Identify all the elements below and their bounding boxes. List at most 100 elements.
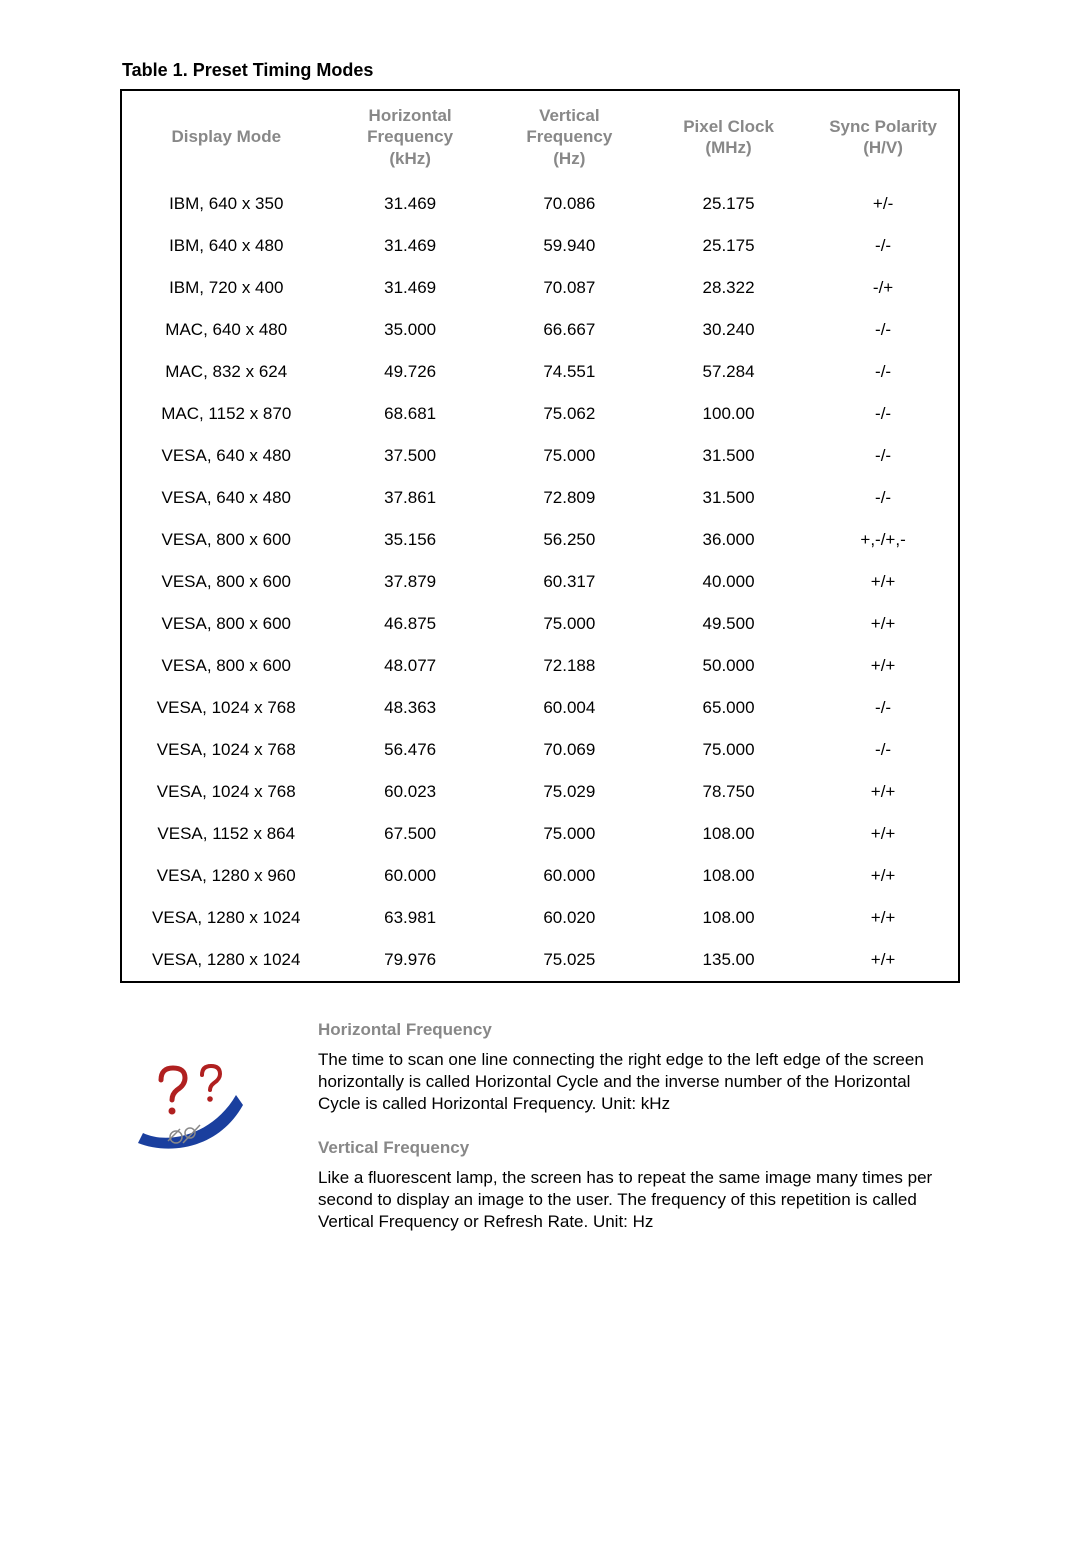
table-cell: VESA, 640 x 480 <box>121 435 331 477</box>
table-row: VESA, 1280 x 102463.98160.020108.00+/+ <box>121 897 959 939</box>
table-cell: 75.000 <box>649 729 808 771</box>
table-cell: 37.879 <box>331 561 490 603</box>
table-cell: 37.500 <box>331 435 490 477</box>
table-cell: 31.469 <box>331 183 490 225</box>
horizontal-frequency-heading: Horizontal Frequency <box>318 1019 960 1041</box>
table-row: IBM, 640 x 48031.46959.94025.175-/- <box>121 225 959 267</box>
table-cell: 40.000 <box>649 561 808 603</box>
table-cell: 66.667 <box>490 309 649 351</box>
table-row: VESA, 1024 x 76856.47670.06975.000-/- <box>121 729 959 771</box>
table-cell: IBM, 640 x 480 <box>121 225 331 267</box>
table-title: Table 1. Preset Timing Modes <box>122 60 960 81</box>
table-row: VESA, 1024 x 76860.02375.02978.750+/+ <box>121 771 959 813</box>
table-row: MAC, 832 x 62449.72674.55157.284-/- <box>121 351 959 393</box>
horizontal-frequency-text: The time to scan one line connecting the… <box>318 1049 960 1115</box>
table-cell: 49.726 <box>331 351 490 393</box>
definitions-text: Horizontal Frequency The time to scan on… <box>318 1019 960 1256</box>
table-cell: MAC, 640 x 480 <box>121 309 331 351</box>
table-cell: 25.175 <box>649 183 808 225</box>
table-cell: IBM, 720 x 400 <box>121 267 331 309</box>
column-header: Display Mode <box>121 90 331 183</box>
table-cell: VESA, 800 x 600 <box>121 519 331 561</box>
table-cell: +,-/+,- <box>808 519 959 561</box>
table-cell: 74.551 <box>490 351 649 393</box>
table-cell: -/- <box>808 309 959 351</box>
table-cell: 31.500 <box>649 477 808 519</box>
table-cell: 60.023 <box>331 771 490 813</box>
table-cell: VESA, 1024 x 768 <box>121 771 331 813</box>
table-cell: 48.077 <box>331 645 490 687</box>
table-cell: VESA, 1152 x 864 <box>121 813 331 855</box>
table-cell: 46.875 <box>331 603 490 645</box>
table-cell: +/+ <box>808 939 959 982</box>
table-cell: 60.000 <box>331 855 490 897</box>
frequency-icon <box>120 1019 318 1170</box>
table-row: VESA, 640 x 48037.50075.00031.500-/- <box>121 435 959 477</box>
table-cell: 78.750 <box>649 771 808 813</box>
table-cell: +/- <box>808 183 959 225</box>
table-cell: 75.025 <box>490 939 649 982</box>
table-cell: 28.322 <box>649 267 808 309</box>
table-cell: 31.469 <box>331 225 490 267</box>
table-cell: VESA, 1024 x 768 <box>121 687 331 729</box>
table-cell: VESA, 800 x 600 <box>121 645 331 687</box>
table-cell: VESA, 640 x 480 <box>121 477 331 519</box>
table-row: VESA, 800 x 60046.87575.00049.500+/+ <box>121 603 959 645</box>
table-cell: -/- <box>808 225 959 267</box>
table-row: VESA, 1152 x 86467.50075.000108.00+/+ <box>121 813 959 855</box>
table-row: VESA, 800 x 60048.07772.18850.000+/+ <box>121 645 959 687</box>
table-cell: -/+ <box>808 267 959 309</box>
table-cell: 135.00 <box>649 939 808 982</box>
table-cell: 35.156 <box>331 519 490 561</box>
vertical-frequency-heading: Vertical Frequency <box>318 1137 960 1159</box>
table-row: MAC, 1152 x 87068.68175.062100.00-/- <box>121 393 959 435</box>
table-cell: +/+ <box>808 771 959 813</box>
column-header: Pixel Clock(MHz) <box>649 90 808 183</box>
table-cell: +/+ <box>808 897 959 939</box>
table-cell: 50.000 <box>649 645 808 687</box>
table-cell: 65.000 <box>649 687 808 729</box>
table-row: VESA, 1280 x 102479.97675.025135.00+/+ <box>121 939 959 982</box>
table-cell: 63.981 <box>331 897 490 939</box>
column-header: HorizontalFrequency(kHz) <box>331 90 490 183</box>
table-cell: 35.000 <box>331 309 490 351</box>
table-cell: 60.020 <box>490 897 649 939</box>
table-cell: 36.000 <box>649 519 808 561</box>
table-cell: 75.000 <box>490 435 649 477</box>
table-cell: 68.681 <box>331 393 490 435</box>
table-cell: -/- <box>808 729 959 771</box>
table-cell: 60.317 <box>490 561 649 603</box>
table-cell: VESA, 1280 x 960 <box>121 855 331 897</box>
table-cell: -/- <box>808 687 959 729</box>
table-cell: 75.000 <box>490 603 649 645</box>
table-cell: 72.188 <box>490 645 649 687</box>
table-header-row: Display ModeHorizontalFrequency(kHz)Vert… <box>121 90 959 183</box>
table-cell: 25.175 <box>649 225 808 267</box>
table-cell: 37.861 <box>331 477 490 519</box>
timing-modes-table: Display ModeHorizontalFrequency(kHz)Vert… <box>120 89 960 983</box>
table-cell: 49.500 <box>649 603 808 645</box>
table-cell: 100.00 <box>649 393 808 435</box>
table-cell: 31.469 <box>331 267 490 309</box>
table-cell: 70.069 <box>490 729 649 771</box>
table-cell: MAC, 1152 x 870 <box>121 393 331 435</box>
table-cell: 75.029 <box>490 771 649 813</box>
table-cell: VESA, 800 x 600 <box>121 603 331 645</box>
table-cell: VESA, 1024 x 768 <box>121 729 331 771</box>
vertical-frequency-text: Like a fluorescent lamp, the screen has … <box>318 1167 960 1233</box>
table-cell: -/- <box>808 393 959 435</box>
definitions-block: Horizontal Frequency The time to scan on… <box>120 1019 960 1256</box>
table-cell: +/+ <box>808 603 959 645</box>
table-row: VESA, 800 x 60035.15656.25036.000+,-/+,- <box>121 519 959 561</box>
table-cell: 56.250 <box>490 519 649 561</box>
table-cell: 60.000 <box>490 855 649 897</box>
table-cell: +/+ <box>808 813 959 855</box>
table-cell: 60.004 <box>490 687 649 729</box>
table-row: VESA, 800 x 60037.87960.31740.000+/+ <box>121 561 959 603</box>
table-cell: 70.086 <box>490 183 649 225</box>
table-cell: VESA, 1280 x 1024 <box>121 939 331 982</box>
table-cell: -/- <box>808 477 959 519</box>
table-cell: MAC, 832 x 624 <box>121 351 331 393</box>
table-cell: 31.500 <box>649 435 808 477</box>
table-cell: +/+ <box>808 561 959 603</box>
